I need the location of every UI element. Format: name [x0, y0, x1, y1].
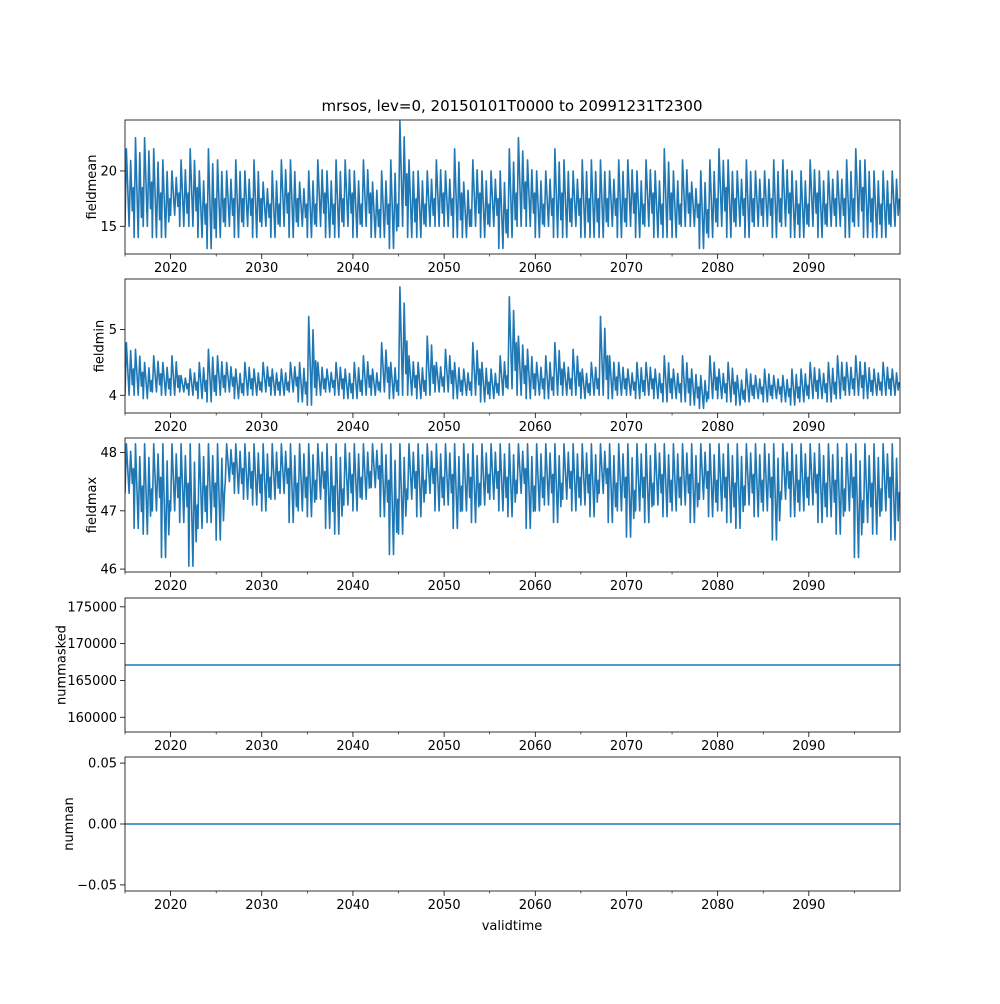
subplot-fieldmax: 2020 2030 2040 2050 2060 2070 2080 2090 46 47 48 fi… — [85, 437, 901, 594]
x-tick-label: 2070 — [610, 739, 643, 754]
y-tick-label: 20 — [100, 164, 117, 179]
y-axis-label-fieldmin: fieldmin — [92, 320, 107, 373]
axes-frame-fieldmin — [124, 278, 901, 414]
x-tick-label: 2040 — [336, 739, 369, 754]
x-tick-label: 2080 — [701, 898, 734, 913]
x-tick-label: 2020 — [154, 898, 187, 913]
axes-frame-fieldmean — [124, 119, 901, 255]
y-tick-label: 165000 — [67, 674, 117, 689]
x-tick-label: 2040 — [336, 420, 369, 435]
x-tick-label: 2040 — [336, 898, 369, 913]
x-tick-label: 2060 — [519, 898, 552, 913]
x-tick-label: 2070 — [610, 261, 643, 276]
y-tick-label: 175000 — [67, 600, 117, 615]
series-line-fieldmax — [125, 443, 900, 567]
x-tick-label: 2080 — [701, 261, 734, 276]
y-tick-label: 0.00 — [88, 818, 117, 833]
x-tick-label: 2040 — [336, 579, 369, 594]
y-axis-label-fieldmax: fieldmax — [85, 477, 100, 534]
x-tick-label: 2090 — [792, 739, 825, 754]
x-tick-label: 2020 — [154, 420, 187, 435]
y-tick-label: 0.05 — [88, 757, 117, 772]
y-tick-label: −0.05 — [77, 878, 117, 893]
x-tick-label: 2090 — [792, 420, 825, 435]
x-tick-label: 2050 — [428, 739, 461, 754]
x-tick-label: 2060 — [519, 739, 552, 754]
axes-frame-nummasked — [124, 597, 901, 733]
y-tick-label: 5 — [109, 323, 117, 338]
series-line-fieldmean — [125, 120, 900, 250]
x-tick-label: 2050 — [428, 898, 461, 913]
x-tick-label: 2020 — [154, 261, 187, 276]
x-tick-label: 2050 — [428, 420, 461, 435]
x-tick-label: 2020 — [154, 579, 187, 594]
x-tick-label: 2080 — [701, 579, 734, 594]
subplot-fieldmin: 2020 2030 2040 2050 2060 2070 2080 2090 4 5fieldm… — [92, 278, 901, 435]
y-axis-label-fieldmean: fieldmean — [85, 155, 100, 220]
y-tick-label: 15 — [100, 220, 117, 235]
subplot-nummasked: 2020 2030 2040 2050 2060 2070 2080 2090 160000 16… — [54, 597, 901, 754]
subplot-stack: 2020 2030 2040 2050 2060 2070 2080 20901520fiel… — [54, 119, 901, 913]
x-tick-label: 2030 — [245, 739, 278, 754]
axes-frame-fieldmax — [124, 437, 901, 573]
x-tick-label: 2070 — [610, 579, 643, 594]
x-tick-label: 2050 — [428, 579, 461, 594]
x-tick-label: 2080 — [701, 739, 734, 754]
x-tick-label: 2080 — [701, 420, 734, 435]
x-tick-label: 2090 — [792, 898, 825, 913]
x-tick-label: 2030 — [245, 579, 278, 594]
x-tick-label: 2070 — [610, 898, 643, 913]
subplot-numnan: 2020 2030 2040 2050 2060 2070 2080 2090 −0.05 0.0… — [62, 757, 901, 913]
subplot-fieldmean: 2020 2030 2040 2050 2060 2070 2080 2090 15 20fiel… — [85, 119, 901, 276]
x-tick-label: 2050 — [428, 261, 461, 276]
y-tick-label: 47 — [100, 504, 117, 519]
x-axis-label: validtime — [482, 919, 543, 934]
y-tick-label: 170000 — [67, 637, 117, 652]
y-axis-label-numnan: numnan — [62, 797, 77, 851]
y-tick-label: 46 — [100, 563, 117, 578]
y-tick-label: 4 — [109, 389, 117, 404]
figure-title: mrsos, lev=0, 20150101T0000 to 20991231T… — [321, 97, 702, 115]
x-tick-label: 2030 — [245, 898, 278, 913]
y-axis-label-nummasked: nummasked — [54, 625, 69, 705]
x-tick-label: 2040 — [336, 261, 369, 276]
y-tick-label: 160000 — [67, 711, 117, 726]
x-tick-label: 2020 — [154, 739, 187, 754]
x-tick-label: 2090 — [792, 579, 825, 594]
x-tick-label: 2070 — [610, 420, 643, 435]
x-tick-label: 2060 — [519, 420, 552, 435]
x-tick-label: 2030 — [245, 420, 278, 435]
x-tick-label: 2060 — [519, 579, 552, 594]
y-tick-label: 48 — [100, 446, 117, 461]
x-tick-label: 2090 — [792, 261, 825, 276]
x-tick-label: 2060 — [519, 261, 552, 276]
x-tick-label: 2030 — [245, 261, 278, 276]
series-line-fieldmin — [125, 286, 900, 410]
